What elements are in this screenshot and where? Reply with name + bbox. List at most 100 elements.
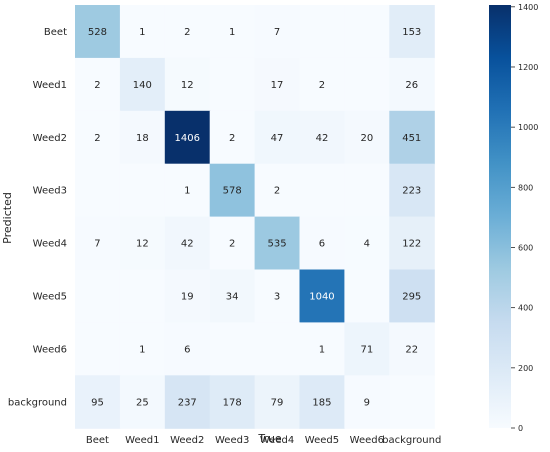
heatmap-cell [254, 5, 301, 59]
cell-value-label: 2 [94, 80, 100, 91]
heatmap-cell [164, 57, 211, 112]
cell-value-label: 223 [402, 186, 421, 197]
heatmap-cell [389, 216, 435, 271]
heatmap-cell [344, 375, 390, 429]
x-axis-label: True [257, 432, 282, 445]
cell-value-label: 7 [94, 239, 100, 250]
colorbar-tick-label: 1400 [518, 3, 538, 12]
heatmap-cell [75, 163, 121, 218]
y-axis-label: Predicted [1, 192, 14, 244]
heatmap-cell [254, 269, 301, 323]
heatmap-cell [209, 163, 256, 218]
heatmap-cell [75, 375, 121, 429]
heatmap-cell [119, 216, 166, 271]
heatmap-cell [299, 269, 345, 323]
colorbar-tick-label: 200 [518, 364, 533, 373]
heatmap-cell [299, 322, 345, 376]
heatmap-cell [209, 322, 256, 376]
colorbar-tick-label: 600 [518, 243, 533, 252]
cell-value-label: 95 [91, 397, 104, 408]
cell-value-label: 237 [178, 397, 197, 408]
cell-value-label: 18 [136, 133, 149, 144]
colorbar-tick-label: 1000 [518, 123, 538, 132]
heatmap-cell [119, 269, 166, 323]
heatmap-cell [254, 163, 301, 218]
cell-value-label: 122 [402, 239, 421, 250]
cell-value-label: 4 [364, 239, 370, 250]
cell-value-label: 1 [229, 27, 235, 38]
heatmap-cell [344, 269, 390, 323]
cell-value-label: 140 [133, 80, 152, 91]
heatmap-cell [75, 269, 121, 323]
heatmap-cell [299, 216, 345, 271]
y-tick-label: Weed2 [33, 133, 67, 144]
cell-value-label: 528 [88, 27, 107, 38]
x-tick-label: Weed5 [305, 435, 339, 446]
heatmap-cell [209, 216, 256, 271]
cell-value-label: 12 [136, 239, 149, 250]
x-tick-label: Weed1 [125, 435, 159, 446]
cell-value-label: 1 [139, 344, 145, 355]
cell-value-label: 2 [229, 239, 235, 250]
heatmap-cell [344, 163, 390, 218]
heatmap-cell [389, 322, 435, 376]
colorbar-tick-label: 400 [518, 304, 533, 313]
heatmap-cell [389, 110, 435, 165]
cell-value-label: 295 [402, 291, 421, 302]
colorbar-tick-label: 800 [518, 183, 533, 192]
cell-value-label: 2 [229, 133, 235, 144]
heatmap-cell [75, 57, 121, 112]
y-tick-label: Weed5 [33, 291, 67, 302]
heatmap-cell [344, 216, 390, 271]
heatmap-cell [164, 163, 211, 218]
heatmap-cell [254, 375, 301, 429]
heatmap-cell [164, 322, 211, 376]
heatmap-cell [389, 375, 435, 429]
cell-value-label: 1040 [309, 291, 334, 302]
y-tick-label: Weed1 [33, 80, 67, 91]
cell-value-label: 178 [223, 397, 242, 408]
cell-value-label: 6 [319, 239, 325, 250]
cell-value-label: 7 [274, 27, 280, 38]
y-tick-label: background [8, 397, 67, 408]
cell-value-label: 42 [181, 239, 194, 250]
cell-value-label: 12 [181, 80, 194, 91]
cell-value-label: 71 [360, 344, 373, 355]
heatmap-cell [119, 5, 166, 59]
heatmap-cell [209, 375, 256, 429]
heatmap-cell [254, 110, 301, 165]
heatmap-cell [164, 216, 211, 271]
heatmap-cell [164, 110, 211, 165]
heatmap-cell [344, 5, 390, 59]
colorbar-tick-label: 1200 [518, 63, 538, 72]
heatmap-cell [119, 57, 166, 112]
x-tick-label: Beet [86, 435, 109, 446]
heatmap-cell [209, 269, 256, 323]
x-tick-label: Weed6 [350, 435, 384, 446]
heatmap-cell [389, 163, 435, 218]
colorbar-ticks: 0 200 400 600 800 1000 1200 1400 [511, 3, 538, 433]
cell-value-label: 1 [319, 344, 325, 355]
y-tick-label: Weed4 [33, 239, 67, 250]
heatmap-cell [119, 163, 166, 218]
heatmap-cell [299, 163, 345, 218]
x-tick-label: Weed4 [260, 435, 294, 446]
cell-value-label: 9 [364, 397, 370, 408]
cell-value-label: 2 [319, 80, 325, 91]
heatmap-cell [75, 110, 121, 165]
cell-value-label: 2 [274, 186, 280, 197]
y-tick-labels: Beet Weed1 Weed2 Weed3 Weed4 Weed5 Weed6 backgr… [8, 27, 67, 408]
heatmap-cell [119, 110, 166, 165]
cell-value-label: 17 [271, 80, 284, 91]
heatmap-cell [254, 322, 301, 376]
heatmap-cell [344, 322, 390, 376]
cell-value-label: 47 [271, 133, 284, 144]
x-tick-label: Weed2 [170, 435, 204, 446]
cell-value-label: 22 [405, 344, 418, 355]
cell-value-label: 1 [139, 27, 145, 38]
cell-value-label: 535 [268, 239, 287, 250]
y-tick-label: Weed6 [33, 344, 67, 355]
